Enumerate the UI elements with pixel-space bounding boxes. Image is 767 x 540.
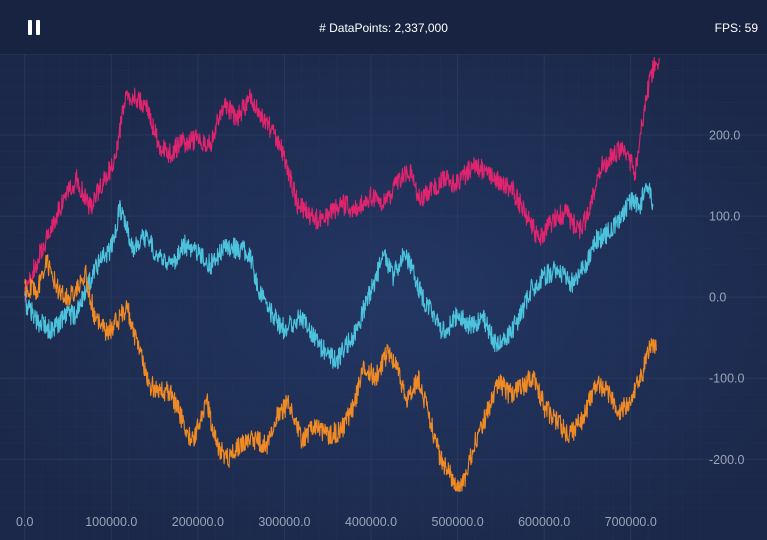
x-tick-label: 0.0 xyxy=(16,515,33,529)
pause-bar-right xyxy=(36,20,40,35)
x-tick-label: 300000.0 xyxy=(258,515,310,529)
x-tick-label: 700000.0 xyxy=(605,515,657,529)
pause-icon[interactable] xyxy=(26,20,42,36)
series-group xyxy=(24,56,660,493)
series-line-3 xyxy=(24,254,657,493)
toolbar: # DataPoints: 2,337,000 FPS: 59 xyxy=(0,0,767,54)
y-tick-label: -100.0 xyxy=(709,372,744,386)
series-line-1 xyxy=(24,56,660,303)
y-axis: 200.0 100.0 0.0 -100.0 -200.0 xyxy=(709,129,744,467)
y-tick-label: 0.0 xyxy=(709,291,726,305)
fps-counter: FPS: 59 xyxy=(714,21,758,35)
x-axis: 0.0 100000.0 200000.0 300000.0 400000.0 50000… xyxy=(16,515,657,529)
y-tick-label: 100.0 xyxy=(709,210,740,224)
line-chart[interactable]: 0.0 100000.0 200000.0 300000.0 400000.0 50000… xyxy=(0,54,767,540)
y-tick-label: 200.0 xyxy=(709,129,740,143)
datapoints-counter: # DataPoints: 2,337,000 xyxy=(319,21,448,35)
series-line-2 xyxy=(24,182,654,370)
x-tick-label: 100000.0 xyxy=(85,515,137,529)
x-tick-label: 200000.0 xyxy=(172,515,224,529)
x-tick-label: 400000.0 xyxy=(345,515,397,529)
x-tick-label: 600000.0 xyxy=(518,515,570,529)
pause-bar-left xyxy=(28,20,32,35)
x-tick-label: 500000.0 xyxy=(432,515,484,529)
y-tick-label: -200.0 xyxy=(709,453,744,467)
